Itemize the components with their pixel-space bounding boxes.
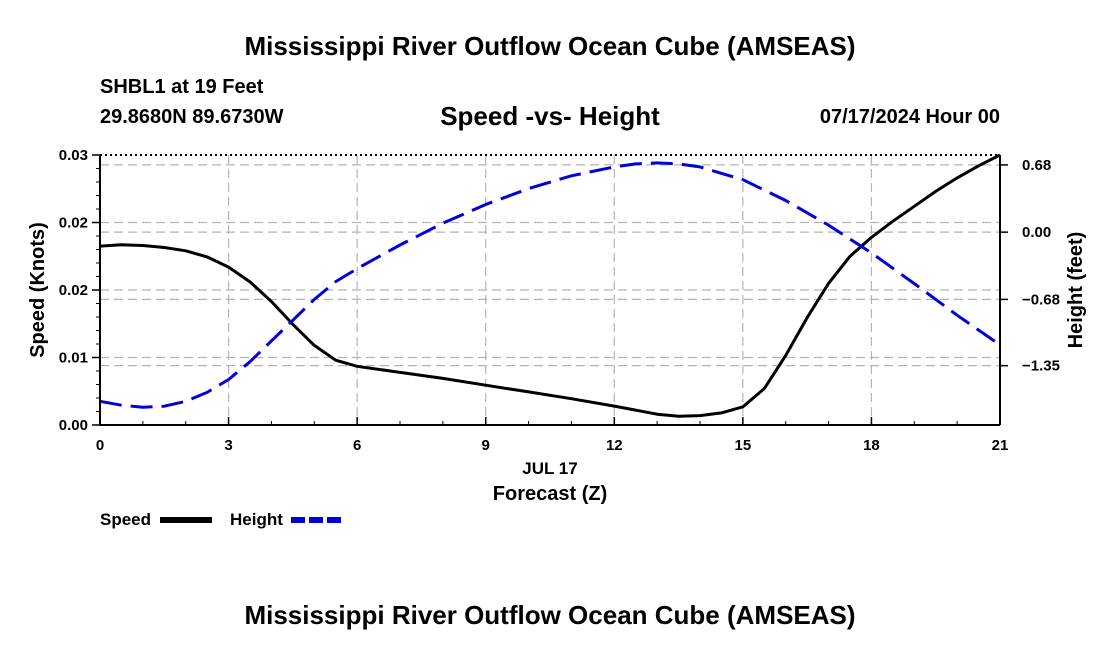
x-tick-label: 21 [992,437,1009,454]
footer-title: Mississippi River Outflow Ocean Cube (AM… [244,600,856,630]
axis-labels: 0 3 6 9 12 15 18 21 0.00 0.01 0.02 0.02 0.03 0.68 0.00… [27,147,1087,505]
series-line-height [99,161,1001,409]
y-tick-label: 0.00 [59,417,88,434]
grid-lines [100,155,1000,425]
y2-tick-label: −0.68 [1022,291,1060,308]
station-label: SHBL1 at 19 Feet [100,76,264,98]
y2-tick-label: 0.00 [1022,224,1051,241]
legend-label-height: Height [230,510,283,529]
x-tick-label: 3 [224,437,232,454]
x-tick-label: 18 [863,437,880,454]
coordinates-label: 29.8680N 89.6730W [100,106,284,128]
legend: Speed Height [100,510,343,529]
x-tick-label: 9 [482,437,490,454]
y-tick-label: 0.01 [59,350,88,367]
legend-label-speed: Speed [100,510,151,529]
series-line-speed [99,153,1001,418]
y-tick-label: 0.02 [59,282,88,299]
y2-tick-label: 0.68 [1022,157,1051,174]
x-axis-label: Forecast (Z) [493,483,607,505]
axis-ticks [92,154,1008,426]
x-axis-date-label: JUL 17 [522,459,577,478]
x-tick-label: 12 [606,437,623,454]
y-axis-label: Speed (Knots) [27,222,49,358]
x-tick-label: 0 [96,437,104,454]
y2-tick-label: −1.35 [1022,358,1060,375]
series-lines [99,153,1001,418]
y2-axis-label: Height (feet) [1065,232,1087,349]
x-tick-label: 6 [353,437,361,454]
forecast-datetime: 07/17/2024 Hour 00 [819,106,1000,128]
chart-main-title: Mississippi River Outflow Ocean Cube (AM… [244,31,856,61]
plot-frame [99,154,1001,426]
y-tick-label: 0.03 [59,147,88,164]
x-tick-label: 15 [735,437,752,454]
chart-subtitle: Speed -vs- Height [440,101,660,131]
y-tick-label: 0.02 [59,215,88,232]
